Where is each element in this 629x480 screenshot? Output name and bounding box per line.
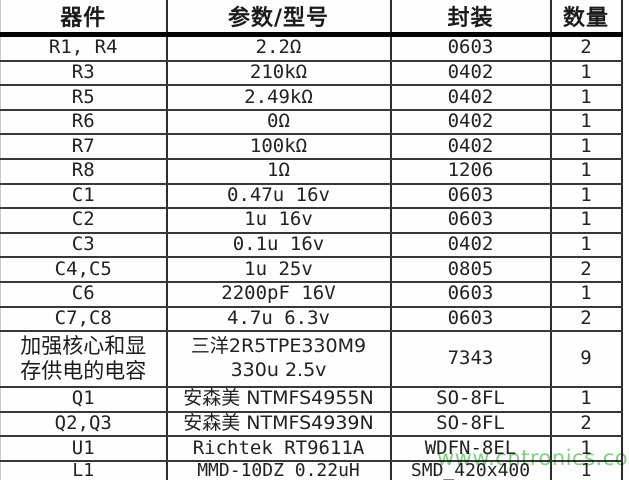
cell-qty: 2 (549, 34, 622, 62)
cell-qty: 1 (549, 232, 622, 259)
cell-component: R8 (0, 158, 167, 185)
cell-component: 加强核心和显 存供电的电容 (0, 331, 167, 389)
table-row: C3 0.1u 16v 0402 1 (0, 232, 622, 259)
cell-package: 0402 (389, 134, 551, 160)
table-row: R5 2.49kΩ 0402 1 (0, 85, 622, 111)
table-row: R1, R4 2.2Ω 0603 2 (0, 34, 622, 62)
table-row: C4,C5 1u 25v 0805 2 (0, 257, 622, 283)
cell-qty: 1 (549, 436, 622, 462)
table-row: C1 0.47u 16v 0603 1 (0, 183, 622, 210)
table-row: R6 0Ω 0402 1 (0, 109, 622, 136)
cell-package: 0603 (389, 306, 551, 333)
cell-param: Richtek RT9611A (165, 436, 391, 462)
cell-component: C2 (0, 208, 167, 234)
table-row: R7 100kΩ 0402 1 (0, 134, 622, 160)
cell-qty: 2 (549, 306, 622, 333)
cell-qty: 2 (549, 411, 622, 438)
cell-qty: 1 (549, 460, 622, 480)
cell-package: WDFN-8EL (389, 436, 551, 462)
cell-component: L1 (0, 460, 167, 480)
cell-qty: 1 (549, 85, 622, 111)
cell-package: 7343 (389, 331, 551, 389)
cell-component: Q1 (0, 387, 167, 413)
cell-package: 0402 (389, 60, 551, 87)
table-row: Q1 安森美 NTMFS4955N SO-8FL 1 (0, 387, 622, 413)
cell-qty: 1 (549, 60, 622, 87)
cell-param: 0.47u 16v (165, 183, 391, 210)
column-header-qty: 数量 (549, 0, 622, 37)
cell-param: 2.2Ω (165, 34, 391, 62)
cell-package: 0603 (389, 34, 551, 62)
cell-package: 1206 (389, 158, 551, 185)
cell-package: SO-8FL (389, 387, 551, 413)
cell-component: R1, R4 (0, 34, 167, 62)
cell-param: 安森美 NTMFS4939N (165, 411, 391, 438)
table-row: C2 1u 16v 0603 1 (0, 208, 622, 234)
cell-qty: 1 (549, 281, 622, 308)
table-row: R3 210kΩ 0402 1 (0, 60, 622, 87)
cell-component: C6 (0, 281, 167, 308)
cell-param: 1u 16v (165, 208, 391, 234)
cell-package: 0805 (389, 257, 551, 283)
cell-qty: 1 (549, 208, 622, 234)
cell-param: 2.49kΩ (165, 85, 391, 111)
cell-qty: 1 (549, 134, 622, 160)
cell-param: 安森美 NTMFS4955N (165, 387, 391, 413)
cell-qty: 1 (549, 109, 622, 136)
cell-param: 三洋2R5TPE330M9 330u 2.5v (165, 331, 391, 389)
cell-param: 2200pF 16V (165, 281, 391, 308)
cell-component: R3 (0, 60, 167, 87)
cell-component: R5 (0, 85, 167, 111)
cell-package: 0603 (389, 183, 551, 210)
column-header-param: 参数/型号 (165, 0, 391, 37)
cell-qty: 9 (549, 331, 622, 389)
column-header-package: 封装 (389, 0, 551, 37)
cell-component: Q2,Q3 (0, 411, 167, 438)
cell-component: U1 (0, 436, 167, 462)
table-header-row: 器件 参数/型号 封装 数量 (0, 0, 622, 37)
cell-package: 0402 (389, 85, 551, 111)
cell-qty: 1 (549, 183, 622, 210)
cell-package: 0603 (389, 208, 551, 234)
cell-param: 4.7u 6.3v (165, 306, 391, 333)
cell-qty: 1 (549, 158, 622, 185)
cell-component: R6 (0, 109, 167, 136)
table-row: U1 Richtek RT9611A WDFN-8EL 1 (0, 436, 622, 462)
cell-component: C1 (0, 183, 167, 210)
cell-package: SO-8FL (389, 411, 551, 438)
table-row: L1 MMD-10DZ 0.22uH SMD_420x400 1 (0, 460, 622, 480)
table-row-bulk-capacitors: 加强核心和显 存供电的电容 三洋2R5TPE330M9 330u 2.5v 73… (0, 331, 622, 389)
cell-component: C7,C8 (0, 306, 167, 333)
column-header-component: 器件 (0, 0, 167, 37)
cell-package: 0603 (389, 281, 551, 308)
cell-param: 1Ω (165, 158, 391, 185)
cell-param: 0Ω (165, 109, 391, 136)
cell-param: 100kΩ (165, 134, 391, 160)
cell-package: SMD_420x400 (389, 460, 551, 480)
cell-package: 0402 (389, 232, 551, 259)
cell-qty: 1 (549, 387, 622, 413)
table-row: R8 1Ω 1206 1 (0, 158, 622, 185)
table-row: C6 2200pF 16V 0603 1 (0, 281, 622, 308)
cell-param: 0.1u 16v (165, 232, 391, 259)
table-row: C7,C8 4.7u 6.3v 0603 2 (0, 306, 622, 333)
cell-component: C4,C5 (0, 257, 167, 283)
cell-package: 0402 (389, 109, 551, 136)
table-row: Q2,Q3 安森美 NTMFS4939N SO-8FL 2 (0, 411, 622, 438)
cell-param: 210kΩ (165, 60, 391, 87)
cell-param: MMD-10DZ 0.22uH (165, 460, 391, 480)
cell-qty: 2 (549, 257, 622, 283)
cell-component: R7 (0, 134, 167, 160)
cell-component: C3 (0, 232, 167, 259)
cell-param: 1u 25v (165, 257, 391, 283)
